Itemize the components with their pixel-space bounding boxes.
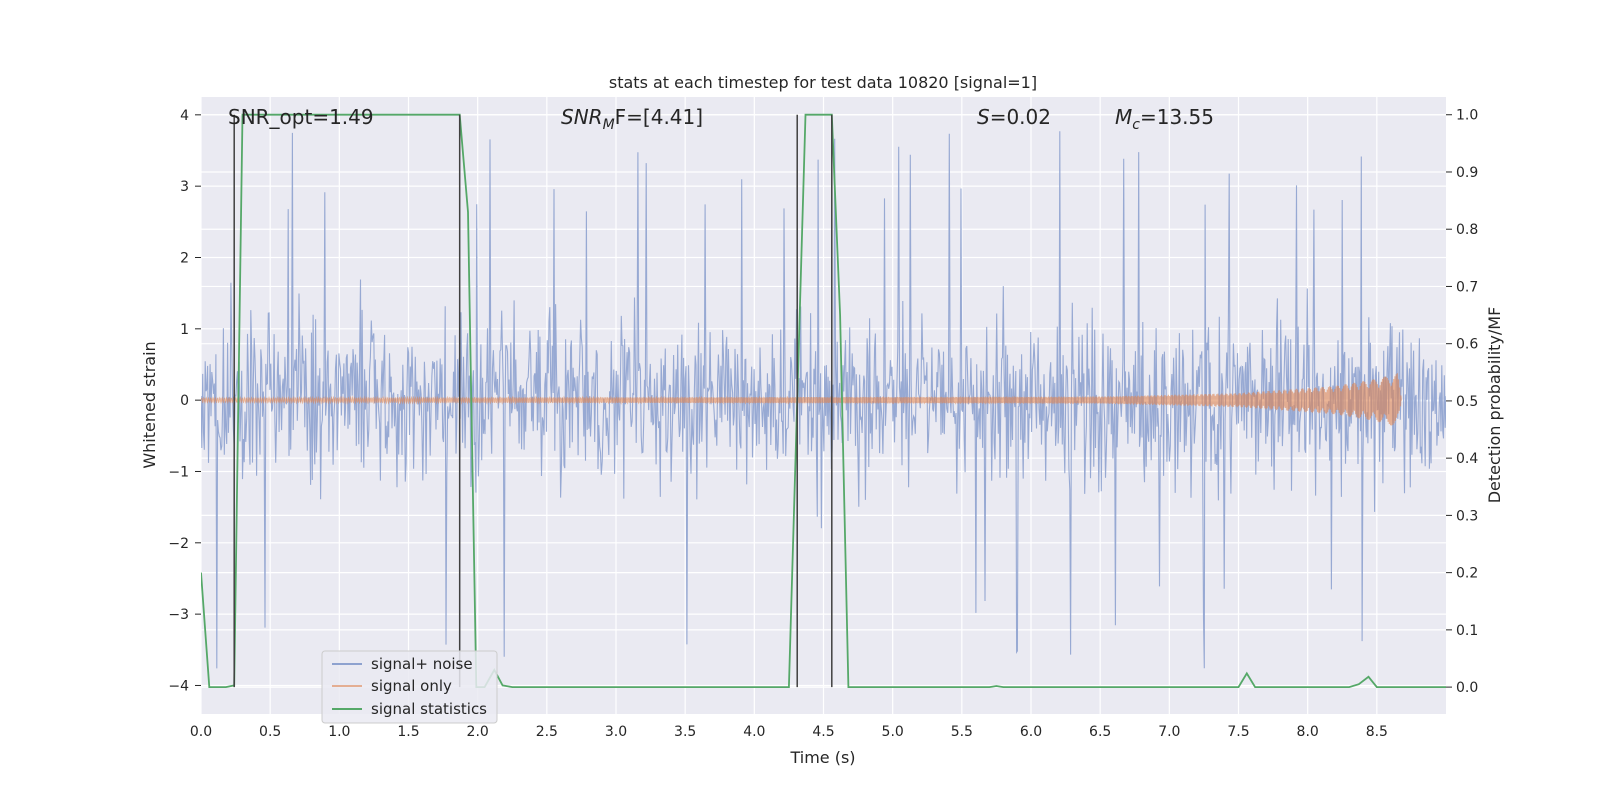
annotation-mc-sub: c (1132, 117, 1140, 133)
x-tick-label: 2.5 (536, 724, 558, 740)
legend-box (321, 650, 498, 724)
y-right-tick-label: 0.5 (1456, 394, 1478, 410)
y-right-tick-label: 0.2 (1456, 566, 1478, 582)
y-axis-label-right: Detection probability/MF (1485, 307, 1504, 504)
y-left-tick-label: −1 (168, 464, 189, 480)
y-right-tick-label: 0.9 (1456, 165, 1478, 181)
y-right-tick-label: 0.8 (1456, 222, 1478, 238)
x-tick-label: 5.5 (951, 724, 973, 740)
annotation-mc: Mc=13.55 (1115, 105, 1214, 133)
x-tick-label: 8.0 (1297, 724, 1319, 740)
y-left-tick-label: 1 (180, 322, 189, 338)
y-right-tick-label: 0.4 (1456, 451, 1478, 467)
annotation-s: S=0.02 (977, 105, 1051, 129)
x-ticks: 0.0 0.5 1.0 1.5 2.0 2.5 3.0 3.5 4.0 4.5 5.0 5.5 6.0 6… (190, 724, 1388, 740)
annotation-s-value: =0.02 (990, 105, 1051, 129)
y-left-tick-label: 4 (180, 108, 189, 124)
y-right-tick-label: 0.7 (1456, 279, 1478, 295)
plot-area (201, 113, 1446, 688)
y-left-tick-label: 2 (180, 250, 189, 266)
x-tick-label: 7.5 (1227, 724, 1249, 740)
legend: signal+ noise signal only signal statist… (321, 650, 498, 724)
x-tick-label: 0.5 (259, 724, 281, 740)
y-left-tick-label: −2 (168, 536, 189, 552)
annotation-s-symbol: S (977, 105, 990, 129)
vertical-markers (233, 114, 833, 688)
y-left-tick-label: −3 (168, 607, 189, 623)
signal-statistics-line (201, 113, 1446, 688)
signal-only-series (201, 373, 1402, 426)
x-tick-label: 1.5 (397, 724, 419, 740)
y-right-tick-label: 0.3 (1456, 508, 1478, 524)
x-tick-label: 4.5 (812, 724, 834, 740)
signal-noise-series (201, 131, 1446, 669)
y-left-tick-label: 0 (180, 393, 189, 409)
annotation-snr-opt: SNR_opt=1.49 (228, 105, 374, 129)
x-tick-label: 5.0 (882, 724, 904, 740)
annotation-snr-mf-rest: F=[4.41] (615, 105, 703, 129)
x-tick-label: 8.5 (1366, 724, 1388, 740)
y-left-tick-label: 3 (180, 179, 189, 195)
x-tick-label: 6.0 (1020, 724, 1042, 740)
y-right-ticks: 0.0 0.1 0.2 0.3 0.4 0.5 0.6 0.7 0.8 0.9 1.0 (1446, 108, 1478, 696)
annotation-snr-mf-sub: M (603, 117, 615, 133)
signal-only-line (201, 373, 1402, 426)
chart-title: stats at each timestep for test data 108… (609, 73, 1037, 92)
annotation-snr-mf-base: SNR (561, 105, 603, 129)
y-axis-label-left: Whitened strain (140, 341, 159, 468)
y-right-tick-label: 0.1 (1456, 623, 1478, 639)
x-tick-label: 6.5 (1089, 724, 1111, 740)
x-tick-label: 1.0 (328, 724, 350, 740)
x-tick-label: 3.5 (674, 724, 696, 740)
x-tick-label: 3.0 (605, 724, 627, 740)
legend-label-statistics: signal statistics (371, 700, 487, 718)
legend-label-signal-only: signal only (371, 677, 452, 695)
y-right-tick-label: 0.6 (1456, 337, 1478, 353)
y-left-ticks: −4 −3 −2 −1 0 1 2 3 4 (168, 108, 201, 694)
x-axis-label: Time (s) (789, 748, 855, 767)
legend-label-noise: signal+ noise (371, 655, 473, 673)
annotation-snr-mf: SNRMF=[4.41] (561, 105, 703, 133)
x-tick-label: 7.0 (1158, 724, 1180, 740)
x-tick-label: 2.0 (467, 724, 489, 740)
annotation-mc-symbol: M (1115, 105, 1132, 129)
x-tick-label: 4.0 (743, 724, 765, 740)
y-right-tick-label: 0.0 (1456, 680, 1478, 696)
signal-statistics-series (201, 113, 1446, 688)
y-left-tick-label: −4 (168, 678, 189, 694)
x-tick-label: 0.0 (190, 724, 212, 740)
annotation-mc-value: =13.55 (1140, 105, 1214, 129)
signal-noise-line (201, 131, 1446, 669)
y-right-tick-label: 1.0 (1456, 108, 1478, 124)
